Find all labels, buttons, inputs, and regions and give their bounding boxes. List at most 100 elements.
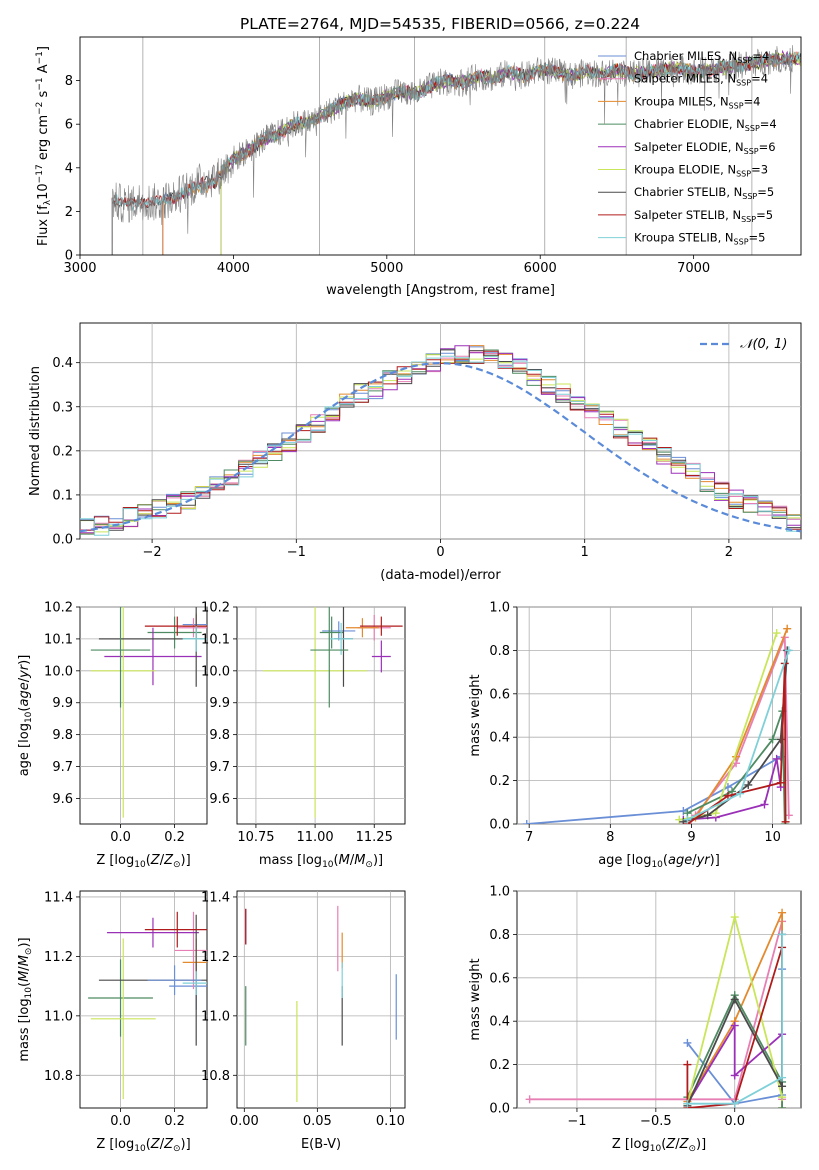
- x-tick-label: 0.0: [724, 1114, 745, 1129]
- y-tick-label: 11.4: [44, 890, 73, 905]
- y-tick-label: 11.2: [201, 950, 230, 965]
- axes-frame: [79, 36, 802, 256]
- x-tick-label: 6000: [524, 261, 557, 276]
- x-tick-label: 4000: [217, 261, 250, 276]
- y-tick-label: 0.8: [489, 928, 510, 943]
- y-tick-label: 9.7: [209, 760, 230, 775]
- y-tick-label: 1.0: [489, 601, 510, 616]
- observed-spectrum: [111, 45, 794, 255]
- y-tick-label: 9.8: [209, 728, 230, 743]
- x-tick-label: 0.0: [110, 1114, 131, 1129]
- x-tick-label: 11.25: [356, 830, 393, 845]
- y-tick-label: 10.8: [44, 1069, 73, 1084]
- normal-curve: [80, 361, 801, 533]
- x-tick-label: 1: [581, 545, 589, 560]
- x-tick-label: 0.05: [303, 1114, 332, 1129]
- weight_vs_Z-series-8: [687, 934, 783, 1105]
- x-tick-label: 3000: [63, 261, 96, 276]
- weight_vs_Z-xlabel: Z [log10(Z/Z⊙)]: [612, 1137, 706, 1154]
- spectrum-plot-area: [111, 37, 801, 255]
- y-tick-label: 0.0: [489, 818, 510, 833]
- x-tick-label: −1: [567, 1114, 586, 1129]
- y-tick-label: 9.9: [52, 696, 73, 711]
- residual-hist-7: [80, 350, 801, 531]
- legend-entry-4: Salpeter ELODIE, NSSP=6: [634, 140, 776, 156]
- y-tick-label: 11.0: [44, 1009, 73, 1024]
- legend-entry-2: Kroupa MILES, NSSP=4: [634, 94, 760, 110]
- axes-frame: [236, 606, 406, 825]
- weight_vs_Z-ylabel: mass weight: [468, 958, 483, 1040]
- figure-title: PLATE=2764, MJD=54535, FIBERID=0566, z=0…: [240, 15, 640, 33]
- x-tick-label: −1: [287, 545, 306, 560]
- mass_vs_ebv-plot-area: [245, 905, 397, 1103]
- y-tick-label: 10.1: [201, 632, 230, 647]
- x-tick-label: 0.00: [230, 1114, 259, 1129]
- y-tick-label: 10.0: [44, 664, 73, 679]
- mass_vs_Z-xlabel: Z [log10(Z/Z⊙)]: [96, 1137, 190, 1154]
- weight_vs_age-xlabel: age [log10(age/yr)]: [598, 853, 720, 870]
- y-tick-label: 0.4: [489, 1015, 510, 1030]
- mass_vs_ebv-xlabel: E(B-V): [301, 1137, 341, 1152]
- y-tick-label: 11.0: [201, 1009, 230, 1024]
- weight_vs_Z-plot-area: [525, 908, 787, 1108]
- x-tick-label: 10: [764, 830, 781, 845]
- legend-entry-6: Chabrier STELIB, NSSP=5: [634, 185, 774, 201]
- residual-hist-8: [80, 355, 801, 536]
- legend-entry-0: Chabrier MILES, NSSP=4: [634, 49, 769, 65]
- x-tick-label: 5000: [370, 261, 403, 276]
- y-tick-label: 0.4: [52, 356, 73, 371]
- y-tick-label: 0.0: [52, 533, 73, 548]
- axes-frame: [79, 890, 208, 1109]
- y-tick-label: 0: [65, 249, 73, 264]
- age_vs_mass-plot-area: [263, 607, 403, 818]
- axes-frame: [516, 606, 802, 825]
- y-tick-label: 10.2: [201, 601, 230, 616]
- legend-entry-3: Chabrier ELODIE, NSSP=4: [634, 117, 777, 133]
- weight_vs_age-series-1: [694, 637, 790, 816]
- legend-entry-1: Salpeter MILES, NSSP=4: [634, 72, 768, 88]
- y-tick-label: 0.3: [52, 400, 73, 415]
- y-tick-label: 0.0: [489, 1102, 510, 1117]
- y-tick-label: 9.7: [52, 760, 73, 775]
- spectrum-xlabel: wavelength [Angstrom, rest frame]: [326, 283, 555, 298]
- y-tick-label: 10.0: [201, 664, 230, 679]
- y-tick-label: 1.0: [489, 885, 510, 900]
- y-tick-label: 4: [65, 161, 73, 176]
- mass_vs_Z-plot-area: [88, 911, 207, 1100]
- x-tick-label: 2: [725, 545, 733, 560]
- x-tick-label: 0.2: [164, 830, 185, 845]
- x-tick-label: 0.2: [164, 1114, 185, 1129]
- y-tick-label: 0.2: [52, 444, 73, 459]
- legend-entry-5: Kroupa ELODIE, NSSP=3: [634, 163, 768, 179]
- mass_vs_Z-ylabel: mass [log10(M/M⊙)]: [17, 937, 34, 1061]
- residual-plot-area: [80, 345, 801, 536]
- x-tick-label: 0.0: [110, 830, 131, 845]
- legend-entry-normal: 𝒩(0, 1): [740, 337, 787, 352]
- age_vs_Z-plot-area: [90, 607, 207, 818]
- y-tick-label: 0.6: [489, 687, 510, 702]
- axes-frame: [516, 890, 802, 1109]
- y-tick-label: 8: [65, 74, 73, 89]
- x-tick-label: 11.00: [296, 830, 333, 845]
- y-tick-label: 2: [65, 205, 73, 220]
- residual-ylabel: Normed distribution: [28, 366, 43, 496]
- y-tick-label: 10.1: [44, 632, 73, 647]
- weight_vs_age-ylabel: mass weight: [468, 674, 483, 756]
- y-tick-label: 0.1: [52, 488, 73, 503]
- x-tick-label: 0: [436, 545, 444, 560]
- age_vs_mass-xlabel: mass [log10(M/M⊙)]: [259, 853, 383, 870]
- x-tick-label: −2: [143, 545, 162, 560]
- y-tick-label: 0.2: [489, 774, 510, 789]
- y-tick-label: 10.2: [44, 601, 73, 616]
- y-tick-label: 11.4: [201, 890, 230, 905]
- y-tick-label: 6: [65, 118, 73, 133]
- x-tick-label: 9: [687, 830, 695, 845]
- legend-entry-7: Salpeter STELIB, NSSP=5: [634, 208, 773, 224]
- age_vs_Z-ylabel: age [log10(age/yr)]: [17, 655, 34, 777]
- y-tick-label: 9.8: [52, 728, 73, 743]
- y-tick-label: 0.2: [489, 1058, 510, 1073]
- y-tick-label: 9.6: [209, 792, 230, 807]
- y-tick-label: 10.8: [201, 1069, 230, 1084]
- x-tick-label: 0.10: [376, 1114, 405, 1129]
- x-tick-label: 8: [606, 830, 614, 845]
